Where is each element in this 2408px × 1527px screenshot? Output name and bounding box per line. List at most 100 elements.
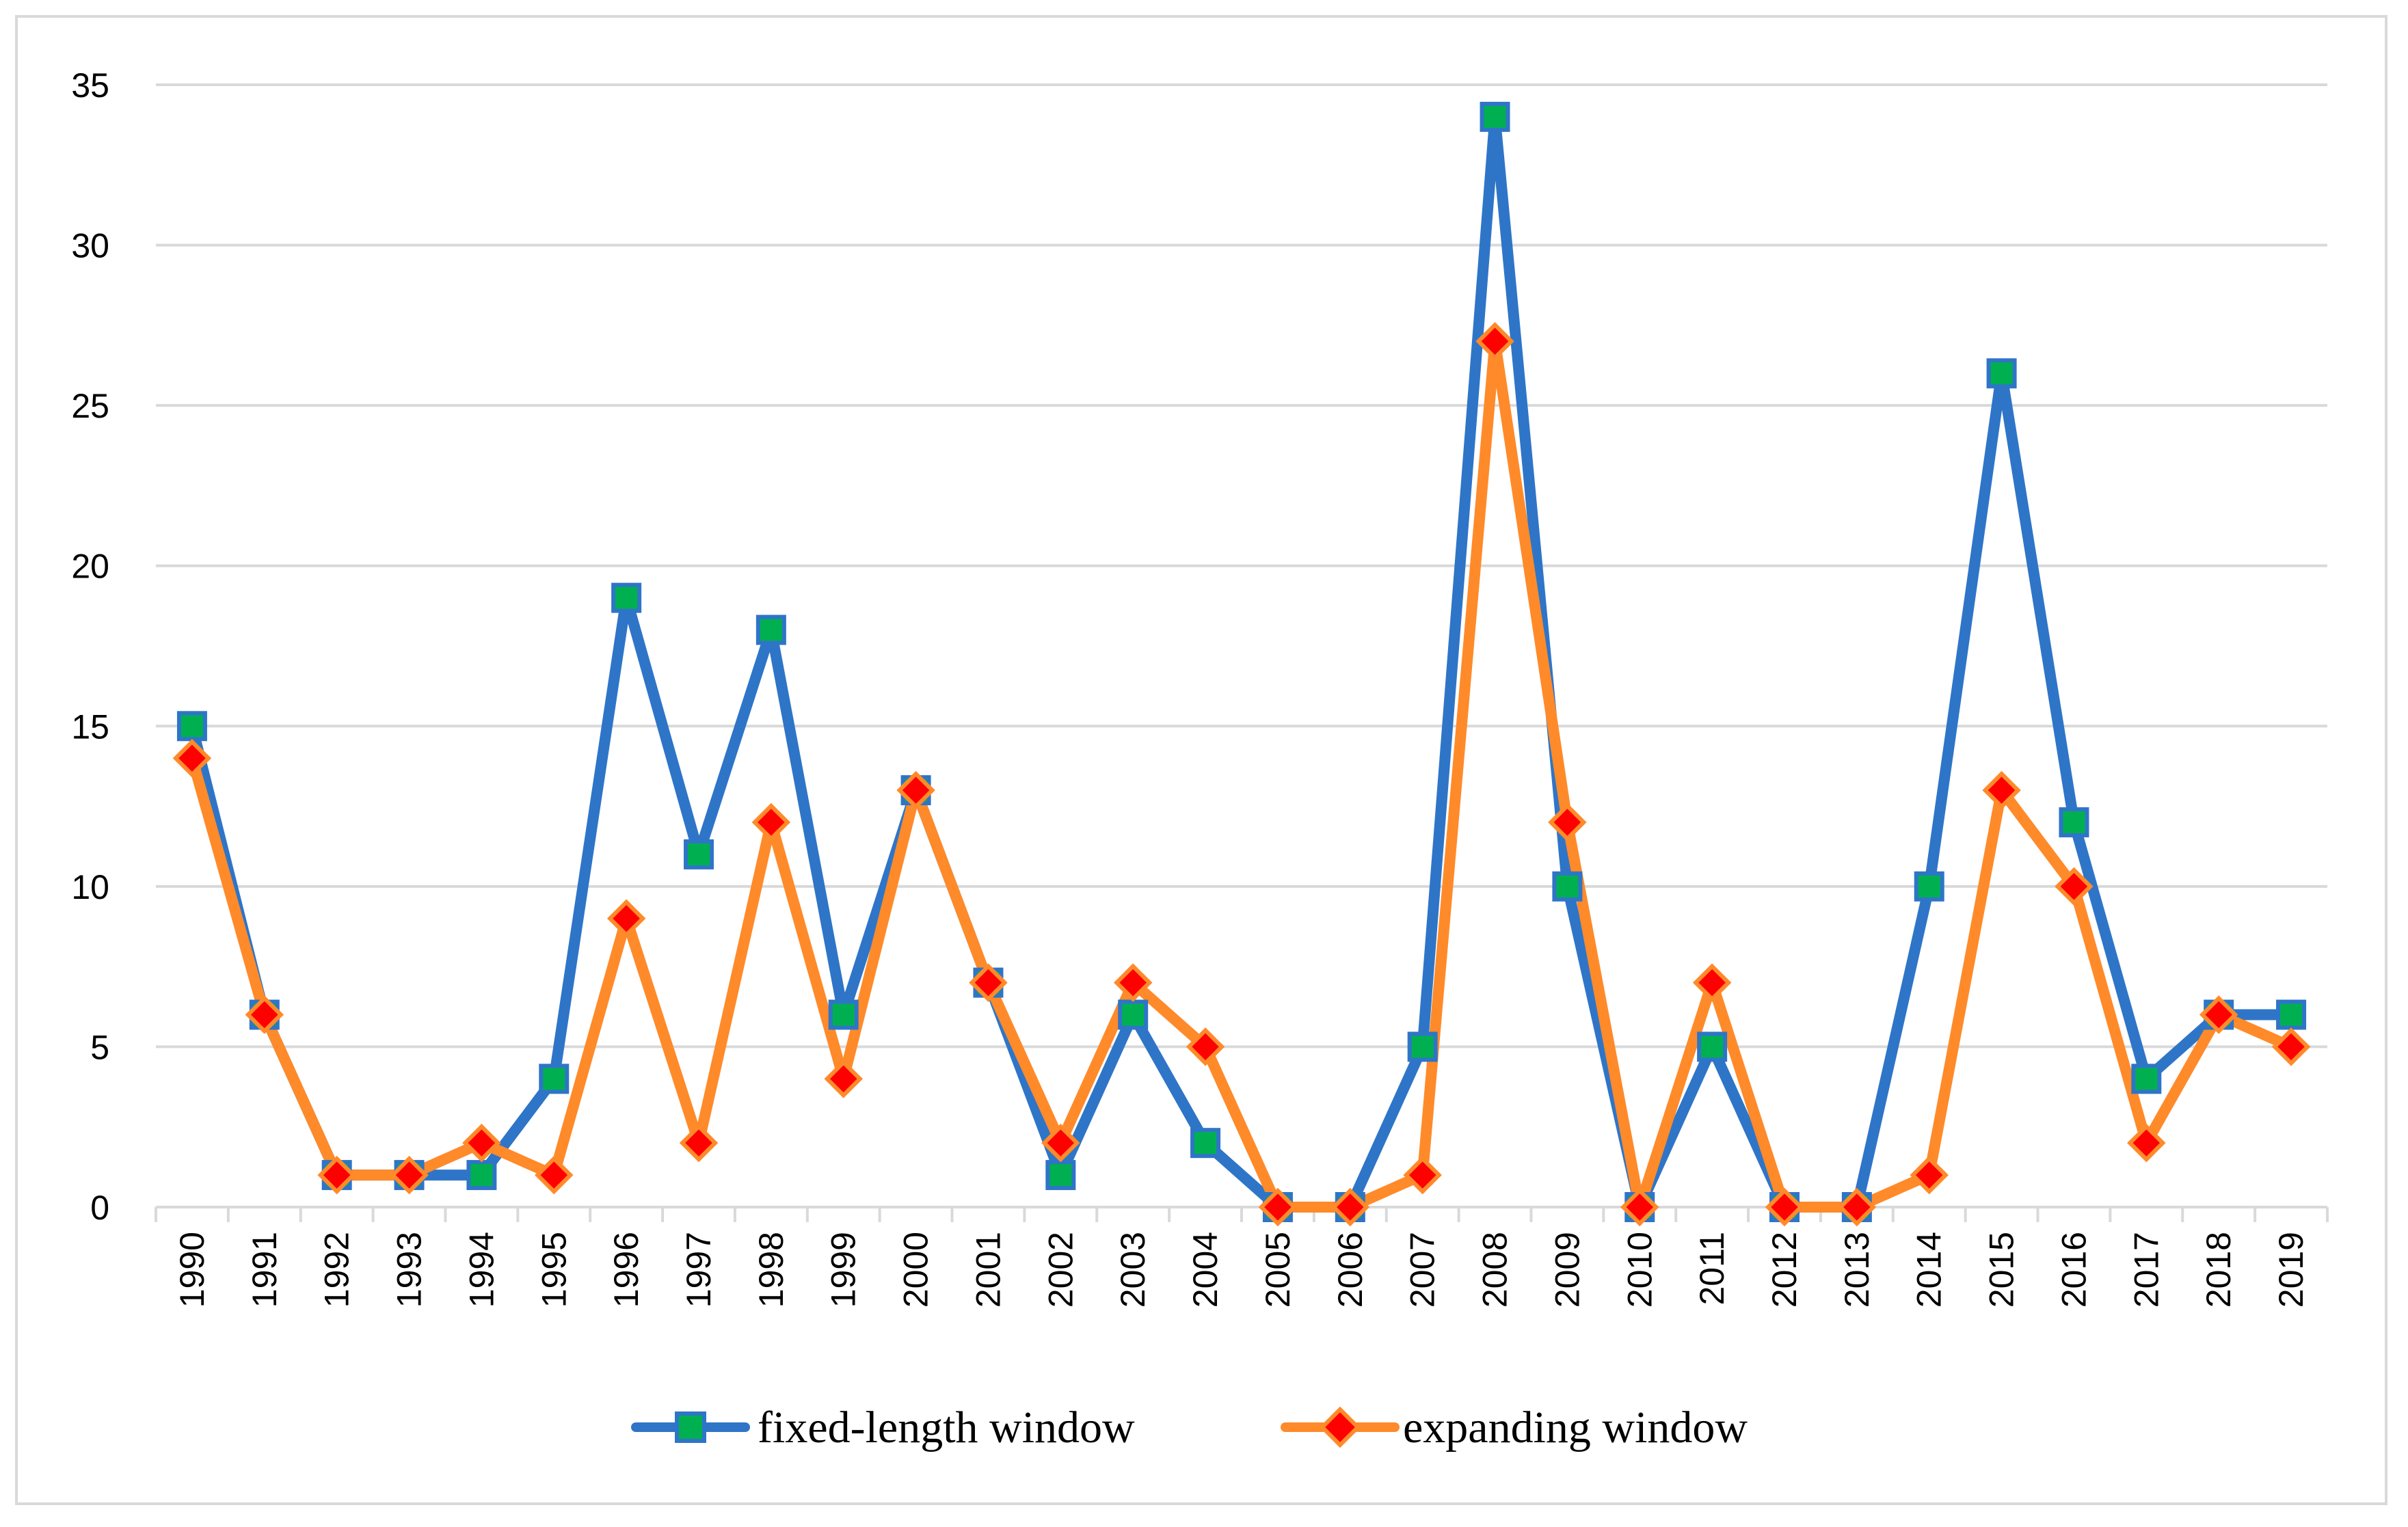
y-tick-label-5: 5 (90, 1028, 109, 1066)
point-expanding-2016 (2055, 867, 2093, 906)
point-expanding-2014 (1910, 1155, 1949, 1195)
x-tick-label-2009: 2009 (1548, 1232, 1586, 1308)
point-fixed-1997 (684, 839, 714, 869)
point-fixed-2008 (1480, 101, 1510, 132)
chart-frame (15, 15, 2387, 1505)
series-lines (186, 111, 2297, 1213)
series-markers (172, 101, 2311, 1227)
x-tick-label-2016: 2016 (2055, 1232, 2093, 1308)
axes (155, 1206, 2329, 1222)
y-tick-label-15: 15 (71, 707, 109, 746)
x-tick-label-1992: 1992 (318, 1232, 356, 1308)
point-expanding-2015 (1982, 770, 2021, 810)
x-tick-label-2002: 2002 (1041, 1232, 1080, 1308)
legend-item-fixed-length[interactable]: fixed-length window (631, 1403, 1135, 1452)
point-fixed-2003 (1118, 999, 1149, 1030)
point-expanding-2003 (1113, 963, 1153, 1002)
x-tick-label-2015: 2015 (1983, 1232, 2021, 1308)
x-tick-label-1990: 1990 (173, 1232, 211, 1308)
x-tick-label-2001: 2001 (969, 1232, 1007, 1308)
point-expanding-2009 (1548, 802, 1587, 842)
point-fixed-1999 (828, 999, 859, 1030)
x-tick-label-2018: 2018 (2199, 1232, 2238, 1308)
point-expanding-2001 (969, 963, 1008, 1002)
legend-label-expanding: expanding window (1403, 1403, 1748, 1452)
x-tick-label-2011: 2011 (1693, 1232, 1731, 1306)
point-expanding-1996 (606, 899, 646, 938)
point-expanding-2005 (1258, 1187, 1298, 1227)
point-fixed-2011 (1697, 1031, 1728, 1062)
point-expanding-1998 (751, 802, 791, 842)
point-fixed-1998 (755, 614, 786, 645)
point-expanding-1991 (245, 995, 284, 1034)
x-tick-label-2004: 2004 (1186, 1232, 1225, 1308)
point-expanding-2007 (1403, 1155, 1442, 1195)
x-tick-label-2010: 2010 (1620, 1232, 1659, 1308)
point-fixed-2016 (2059, 807, 2089, 838)
point-expanding-1994 (462, 1123, 501, 1163)
point-fixed-2017 (2131, 1064, 2162, 1094)
x-tick-label-1997: 1997 (680, 1232, 718, 1308)
x-tick-label-2019: 2019 (2272, 1232, 2310, 1308)
point-expanding-2011 (1692, 963, 1732, 1002)
point-fixed-2004 (1190, 1128, 1221, 1159)
point-expanding-2006 (1330, 1187, 1370, 1227)
x-tick-label-2006: 2006 (1331, 1232, 1369, 1308)
point-fixed-1990 (176, 711, 207, 742)
point-expanding-2012 (1765, 1187, 1804, 1227)
point-fixed-1996 (611, 582, 642, 613)
point-fixed-2002 (1045, 1160, 1076, 1191)
point-expanding-2018 (2199, 995, 2238, 1034)
x-tick-label-1994: 1994 (462, 1232, 500, 1308)
point-fixed-2015 (1986, 358, 2017, 389)
x-tick-label-1991: 1991 (245, 1232, 284, 1308)
x-tick-label-2007: 2007 (1404, 1232, 1442, 1308)
y-tick-label-25: 25 (71, 387, 109, 425)
y-tick-label-30: 30 (71, 227, 109, 265)
point-expanding-2008 (1475, 322, 1514, 361)
x-tick-label-2000: 2000 (897, 1232, 935, 1308)
y-tick-label-0: 0 (90, 1189, 109, 1227)
series-line-0 (186, 111, 2297, 1213)
y-tick-label-20: 20 (71, 548, 109, 586)
x-tick-label-1995: 1995 (535, 1232, 573, 1308)
point-expanding-2000 (896, 770, 935, 810)
point-fixed-2007 (1407, 1031, 1438, 1062)
x-tick-label-1998: 1998 (752, 1232, 790, 1308)
y-tick-label-35: 35 (71, 66, 109, 105)
point-expanding-1995 (535, 1155, 574, 1195)
x-tick-label-2012: 2012 (1765, 1232, 1804, 1308)
point-expanding-1993 (390, 1155, 429, 1195)
point-expanding-2017 (2127, 1123, 2166, 1163)
point-expanding-1990 (172, 738, 212, 778)
point-fixed-2009 (1552, 871, 1583, 902)
legend-marker-diamond-icon (1319, 1406, 1361, 1448)
point-expanding-2004 (1186, 1027, 1225, 1066)
point-fixed-2019 (2276, 999, 2307, 1030)
legend-label-fixed-length: fixed-length window (758, 1403, 1135, 1452)
point-expanding-2019 (2271, 1027, 2311, 1066)
y-tick-label-10: 10 (71, 868, 109, 906)
x-tick-label-2013: 2013 (1838, 1232, 1876, 1308)
x-tick-label-2005: 2005 (1259, 1232, 1297, 1308)
y-tick-labels: 0 5 10 15 20 25 30 35 (71, 66, 109, 1227)
x-tick-label-1999: 1999 (825, 1232, 863, 1308)
x-tick-label-1993: 1993 (390, 1232, 429, 1308)
x-tick-label-2003: 2003 (1114, 1232, 1152, 1308)
point-expanding-2010 (1620, 1187, 1659, 1227)
x-tick-label-1996: 1996 (607, 1232, 645, 1308)
point-fixed-2014 (1914, 871, 1944, 902)
point-expanding-1999 (824, 1059, 863, 1098)
series-line-1 (186, 336, 2297, 1213)
legend[interactable]: fixed-length window expanding window (631, 1403, 1748, 1452)
point-fixed-1995 (539, 1064, 570, 1094)
point-expanding-1997 (679, 1123, 719, 1163)
x-tick-labels: 1990 1991 1992 1993 1994 1995 1996 1997 1998 1999… (173, 1232, 2310, 1308)
point-expanding-2013 (1837, 1187, 1877, 1227)
point-fixed-1994 (466, 1160, 497, 1191)
x-tick-label-2017: 2017 (2127, 1232, 2165, 1308)
legend-item-expanding[interactable]: expanding window (1281, 1403, 1748, 1452)
x-tick-label-2008: 2008 (1476, 1232, 1514, 1308)
point-expanding-2002 (1041, 1123, 1080, 1163)
legend-marker-square-icon (675, 1411, 706, 1443)
